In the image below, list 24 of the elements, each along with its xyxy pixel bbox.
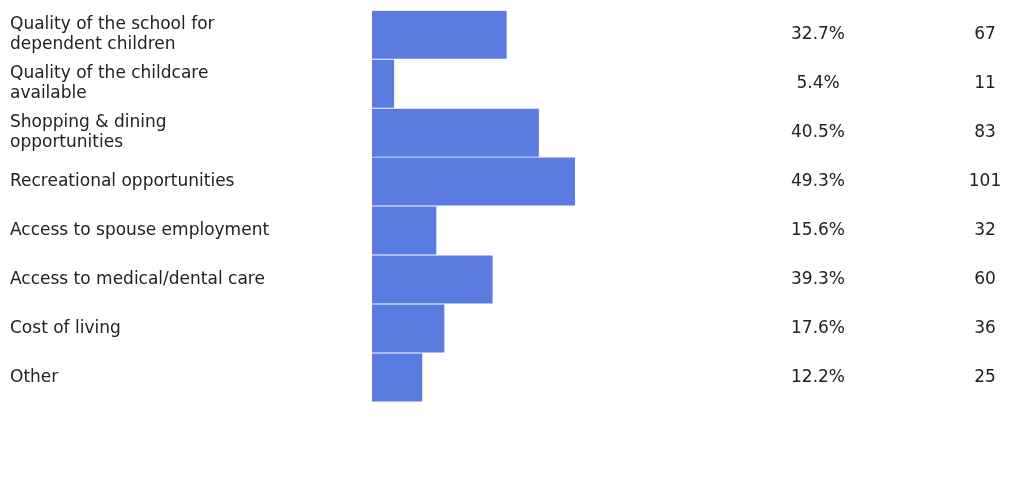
y-tick-label: Quality of the school for dependent children [10,12,215,54]
y-tick-label: Shopping & dining opportunities [10,110,167,152]
y-tick-label: Recreational opportunities [10,170,235,191]
data-label: 67 [974,23,996,44]
text: 49.3% [790,170,846,191]
text: 12.2% [790,365,846,386]
data-label: 25 [974,365,996,386]
text: 40.5% [790,121,846,142]
y-tick-label: Access to spouse employment [10,219,270,240]
text: 5.4% [796,72,840,93]
data-label: 101 [968,170,1002,191]
text: 15.6% [790,219,846,240]
y-tick-label: Other [10,365,59,386]
text: 32.7% [790,23,846,44]
data-label: 32 [974,219,996,240]
data-label: 11 [974,72,996,93]
data-label: 36 [974,316,996,337]
y-tick-label: Cost of living [10,316,121,337]
text: 17.6% [790,316,846,337]
y-tick-label: Access to medical/dental care [10,267,265,288]
data-label: 83 [974,121,996,142]
text: 39.3% [790,267,846,288]
data-label: 60 [974,267,996,288]
y-tick-label: Quality of the childcare available [10,61,209,103]
